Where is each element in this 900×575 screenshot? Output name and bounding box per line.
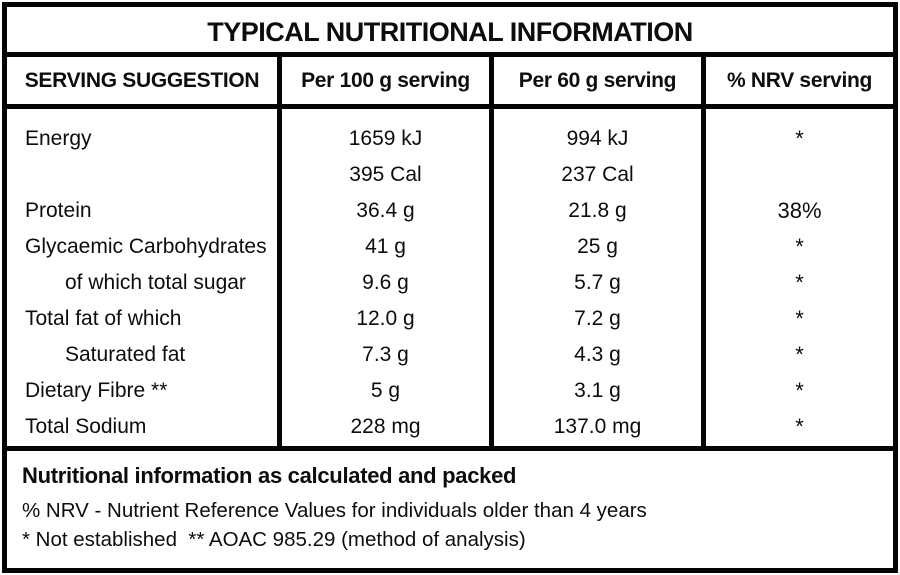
table-body: Energy Protein Glycaemic Carbohydrates o… — [7, 109, 893, 451]
column-header-serving-suggestion: SERVING SUGGESTION — [7, 57, 282, 104]
nrv-protein: 38% — [777, 198, 822, 223]
per100-dietary-fibre: 5 g — [370, 379, 401, 402]
nrv-dietary-fibre: * — [795, 378, 804, 403]
column-header-nrv: % NRV serving — [726, 69, 873, 92]
nrv-total-fat: * — [795, 306, 804, 331]
per100-energy-kj: 1659 kJ — [348, 127, 423, 150]
row-label-energy-cal — [7, 157, 277, 193]
column-header-per-60g: Per 60 g serving — [494, 57, 706, 104]
nrv-column: * 38% * * * * * * — [706, 109, 893, 446]
per60-total-sugar: 5.7 g — [574, 271, 621, 294]
row-label-total-sodium: Total Sodium — [25, 415, 147, 438]
row-label-dietary-fibre: Dietary Fibre ** — [25, 379, 168, 402]
per60-total-sodium: 137.0 mg — [553, 415, 642, 438]
table-title: TYPICAL NUTRITIONAL INFORMATION — [7, 7, 893, 57]
per100-total-fat: 12.0 g — [356, 307, 415, 330]
row-label-total-sugar: of which total sugar — [65, 271, 246, 294]
per60-glycaemic-carbohydrates: 25 g — [577, 235, 618, 258]
row-label-protein: Protein — [25, 199, 92, 222]
per60-dietary-fibre: 3.1 g — [574, 379, 621, 402]
nrv-total-sodium: * — [795, 414, 804, 439]
per60-saturated-fat: 4.3 g — [574, 343, 621, 366]
footnote-calculated-packed: Nutritional information as calculated an… — [22, 463, 517, 488]
table-header-row: SERVING SUGGESTION Per 100 g serving Per… — [7, 57, 893, 109]
nrv-glycaemic-carbohydrates: * — [795, 234, 804, 259]
nrv-total-sugar: * — [795, 270, 804, 295]
per60-energy-kj: 994 kJ — [566, 127, 629, 150]
nutrient-label-column: Energy Protein Glycaemic Carbohydrates o… — [7, 109, 282, 446]
per100-glycaemic-carbohydrates: 41 g — [365, 235, 406, 258]
per100-protein: 36.4 g — [356, 199, 415, 222]
per60-protein: 21.8 g — [568, 199, 627, 222]
per60-total-fat: 7.2 g — [574, 307, 621, 330]
row-label-energy: Energy — [25, 127, 92, 150]
nrv-energy-kj: * — [795, 126, 804, 151]
footnote-nrv-definition: % NRV - Nutrient Reference Values for in… — [22, 499, 647, 522]
table-footnotes: Nutritional information as calculated an… — [7, 451, 893, 568]
footnote-not-established-aoac: * Not established ** AOAC 985.29 (method… — [22, 528, 526, 551]
nrv-saturated-fat: * — [795, 342, 804, 367]
per100-total-sodium: 228 mg — [350, 415, 421, 438]
per60-energy-cal: 237 Cal — [561, 163, 634, 186]
row-label-saturated-fat: Saturated fat — [65, 343, 186, 366]
per100-saturated-fat: 7.3 g — [362, 343, 409, 366]
per100-total-sugar: 9.6 g — [362, 271, 409, 294]
nrv-energy-cal — [706, 157, 893, 193]
row-label-glycaemic-carbohydrates: Glycaemic Carbohydrates — [25, 235, 267, 258]
per-100g-column: 1659 kJ 395 Cal 36.4 g 41 g 9.6 g 12.0 g… — [282, 109, 494, 446]
row-label-total-fat: Total fat of which — [25, 307, 182, 330]
per-60g-column: 994 kJ 237 Cal 21.8 g 25 g 5.7 g 7.2 g 4… — [494, 109, 706, 446]
column-header-per-100g: Per 100 g serving — [282, 57, 494, 104]
per100-energy-cal: 395 Cal — [349, 163, 422, 186]
